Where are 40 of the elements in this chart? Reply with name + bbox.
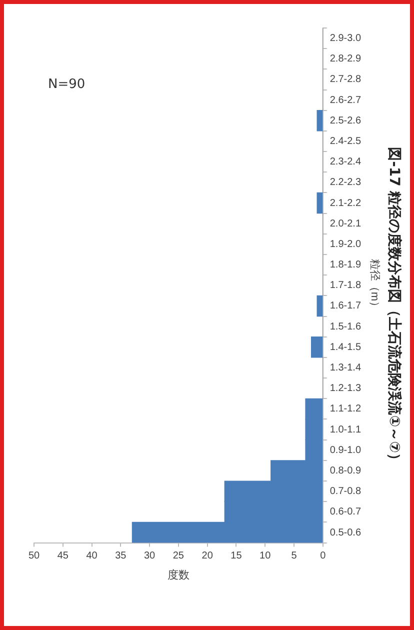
y-tick-label: 2.3-2.4 <box>330 156 362 168</box>
x-tick-label: 30 <box>144 550 156 562</box>
y-tick-label: 2.1-2.2 <box>330 198 362 209</box>
y-tick-label: 1.4-1.5 <box>330 342 362 353</box>
y-tick-label: 1.9-2.0 <box>330 238 362 250</box>
y-tick-label: 1.3-1.4 <box>330 362 362 374</box>
y-tick-label: 0.7-0.8 <box>330 486 362 498</box>
y-tick-label: 1.6-1.7 <box>330 300 362 312</box>
x-tick-label: 45 <box>57 550 69 562</box>
y-tick-label: 2.2-2.3 <box>330 177 362 188</box>
x-axis-title: 度数 <box>167 568 190 582</box>
text: 図-17 粒径の度数分布図（土石流危険渓流①～⑦） <box>386 147 403 467</box>
y-tick-label: 2.0-2.1 <box>330 218 362 230</box>
y-axis-title: 粒径（m） <box>368 258 381 312</box>
y-tick-label: 1.8-1.9 <box>330 260 362 271</box>
annotation: N=90 <box>48 76 86 92</box>
y-tick-label: 1.1-1.2 <box>330 404 362 415</box>
y-tick-label: 0.8-0.9 <box>330 465 362 476</box>
y-tick-label: 2.6-2.7 <box>330 94 362 106</box>
y-tick-label: 0.5-0.6 <box>330 527 362 538</box>
x-tick-label: 10 <box>260 550 272 562</box>
x-tick-label: 40 <box>86 550 98 562</box>
x-tick-label: 20 <box>202 550 214 562</box>
y-tick-label: 1.2-1.3 <box>330 383 362 394</box>
y-tick-label: 2.5-2.6 <box>330 115 362 126</box>
x-tick-label: 15 <box>230 550 242 562</box>
y-tick-label: 2.9-3.0 <box>330 33 362 44</box>
y-tick-label: 0.9-1.0 <box>330 444 362 456</box>
y-tick-label: 2.7-2.8 <box>330 74 362 86</box>
y-tick-label: 1.0-1.1 <box>330 424 362 436</box>
x-tick-label: 0 <box>320 550 326 562</box>
x-tick-label: 50 <box>28 550 40 562</box>
x-tick-label: 25 <box>172 550 184 562</box>
y-tick-label: 0.6-0.7 <box>330 506 362 518</box>
y-tick-label: 2.4-2.5 <box>330 136 362 148</box>
x-tick-label: 35 <box>115 550 127 562</box>
y-tick-label: 1.7-1.8 <box>330 280 362 292</box>
x-tick-label: 5 <box>291 550 298 562</box>
y-tick-label: 1.5-1.6 <box>330 321 362 332</box>
y-tick-label: 2.8-2.9 <box>330 54 362 65</box>
